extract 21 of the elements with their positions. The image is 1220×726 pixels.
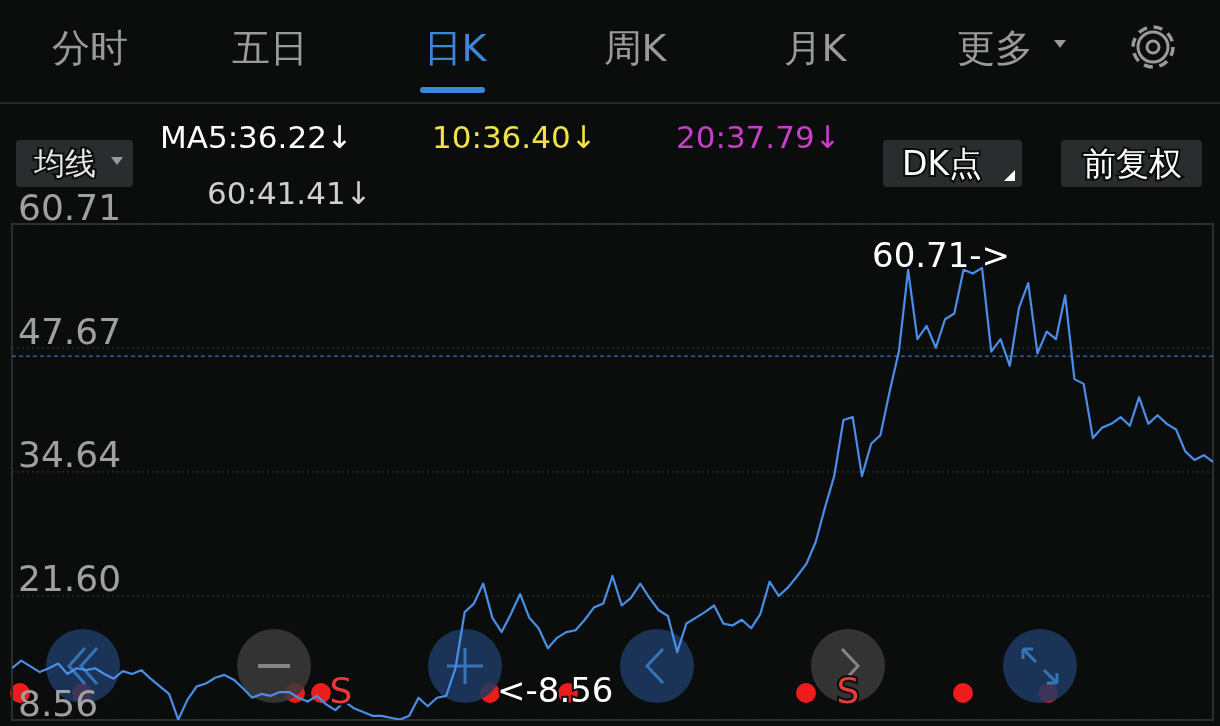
- text: DK点: [901, 143, 983, 183]
- text: 日K: [423, 26, 488, 70]
- annotation: S: [329, 669, 353, 711]
- text: 60:41.41↓: [207, 175, 372, 211]
- text: 分时: [52, 26, 128, 70]
- y-tick-label: 60.71: [18, 186, 122, 228]
- text: 五日: [232, 26, 308, 70]
- text: 更多: [957, 26, 1033, 70]
- text: MA5:36.22↓: [160, 119, 353, 155]
- y-tick-label: 47.67: [18, 310, 122, 352]
- text: 10:36.40↓: [432, 119, 597, 155]
- annotation: 60.71->: [872, 235, 1011, 275]
- y-tick-label: 34.64: [18, 434, 122, 476]
- text: 周K: [603, 26, 668, 70]
- y-tick-label: 8.56: [18, 682, 99, 724]
- annotation: S: [836, 669, 860, 711]
- text: 20:37.79↓: [676, 119, 841, 155]
- text: 月K: [783, 26, 848, 70]
- text: 均线: [33, 145, 96, 181]
- text: 前复权: [1082, 143, 1182, 183]
- y-tick-label: 21.60: [18, 558, 122, 600]
